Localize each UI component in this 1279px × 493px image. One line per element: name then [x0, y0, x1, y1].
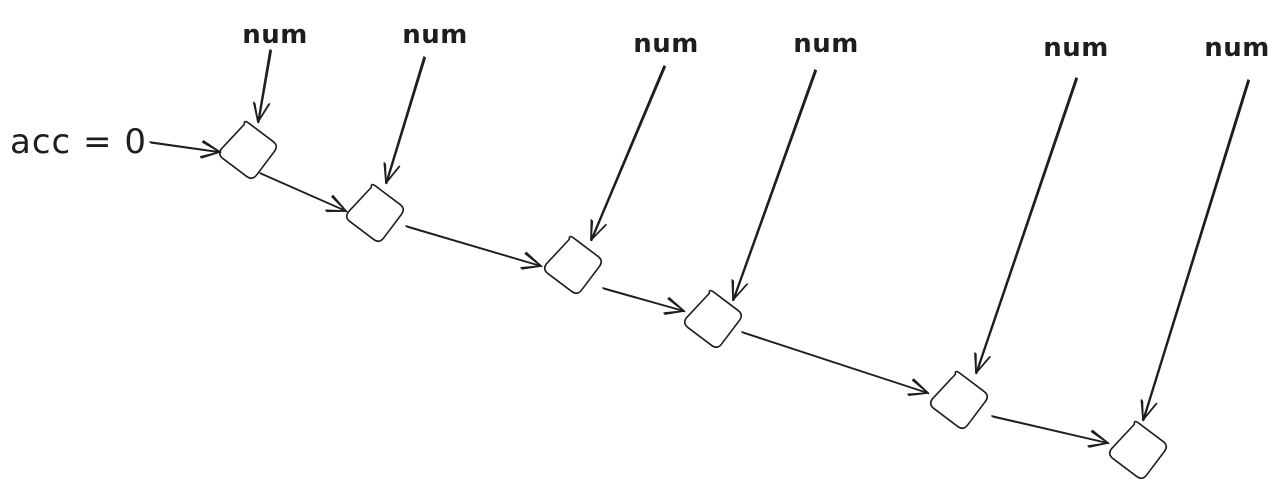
combine-node — [1108, 420, 1168, 480]
accumulator-arrow — [149, 140, 222, 159]
chain-arrow — [991, 415, 1110, 448]
combine-node — [929, 370, 989, 430]
num-label: num — [1043, 33, 1109, 63]
combine-node — [218, 120, 278, 180]
num-label: num — [402, 20, 468, 50]
initial-accumulator-label: acc = 0 — [10, 122, 147, 162]
num-input-arrow — [383, 56, 426, 185]
num-label: num — [242, 20, 308, 50]
chain-arrow — [602, 287, 686, 315]
chain-arrow — [259, 172, 348, 213]
num-label: num — [1204, 33, 1270, 63]
chain-arrow — [405, 225, 543, 270]
combine-node — [345, 183, 405, 243]
num-input-arrow — [1140, 79, 1250, 422]
num-label: num — [793, 29, 859, 59]
num-input-arrow — [252, 49, 272, 124]
chain-arrow — [741, 331, 930, 397]
num-input-arrow — [731, 69, 817, 302]
combine-node — [683, 289, 743, 349]
num-label: num — [633, 29, 699, 59]
combine-node — [543, 235, 603, 295]
num-input-arrow — [590, 65, 666, 242]
num-input-arrow — [974, 77, 1078, 375]
